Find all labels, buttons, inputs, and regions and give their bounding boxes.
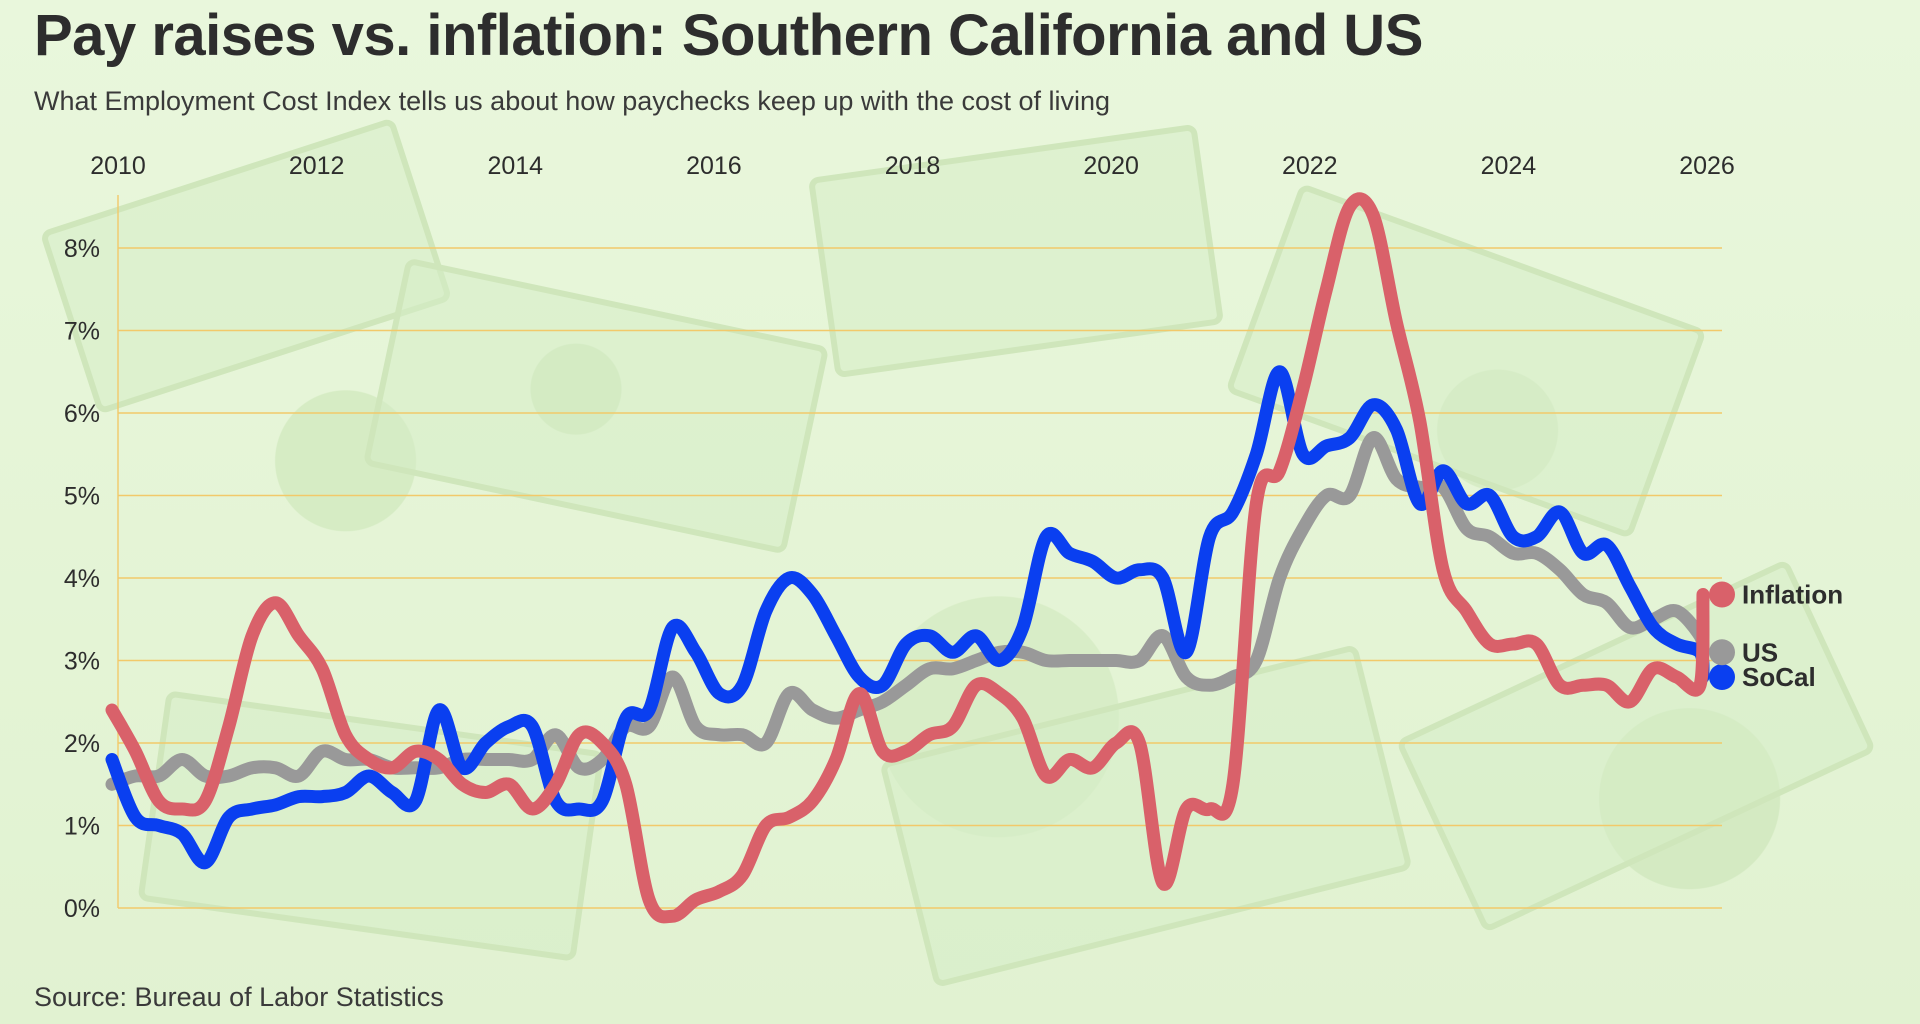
x-tick-label: 2016 — [686, 152, 742, 180]
x-tick-label: 2012 — [289, 152, 345, 180]
y-tick-label: 0% — [64, 895, 100, 923]
y-tick-label: 4% — [64, 565, 100, 593]
x-axis-ticks: 2010 2012 2014 2016 2018 2020 2022 2024 2026 — [90, 152, 1735, 180]
source-note: Source: Bureau of Labor Statistics — [34, 982, 444, 1012]
y-tick-label: 8% — [64, 235, 100, 263]
y-tick-label: 7% — [64, 318, 100, 346]
x-tick-label: 2020 — [1083, 152, 1139, 180]
y-tick-label: 5% — [64, 483, 100, 511]
series-line-inflation — [105, 192, 1710, 924]
y-tick-label: 2% — [64, 730, 100, 758]
x-tick-label: 2014 — [487, 152, 543, 180]
series-end-marker — [1709, 581, 1735, 608]
x-tick-label: 2026 — [1679, 152, 1735, 180]
chart-title: Pay raises vs. inflation: Southern Calif… — [34, 3, 1423, 68]
series-label: SoCal — [1742, 662, 1816, 692]
y-axis-ticks: 0% 1% 2% 3% 4% 5% 6% 7% 8% — [64, 235, 100, 923]
series-line-socal — [105, 365, 1710, 870]
series-label: Inflation — [1742, 580, 1843, 610]
x-tick-label: 2018 — [885, 152, 941, 180]
series-end-marker — [1709, 664, 1735, 690]
series-end-marker — [1709, 639, 1735, 666]
y-tick-label: 1% — [64, 813, 100, 841]
y-tick-label: 6% — [64, 400, 100, 428]
series-label: US — [1742, 637, 1778, 667]
gridlines — [117, 195, 1722, 909]
chart-subtitle: What Employment Cost Index tells us abou… — [34, 86, 1111, 116]
series-lines — [105, 192, 1710, 924]
x-tick-label: 2010 — [90, 152, 146, 180]
y-tick-label: 3% — [64, 648, 100, 676]
x-tick-label: 2024 — [1481, 152, 1537, 180]
x-tick-label: 2022 — [1282, 152, 1338, 180]
